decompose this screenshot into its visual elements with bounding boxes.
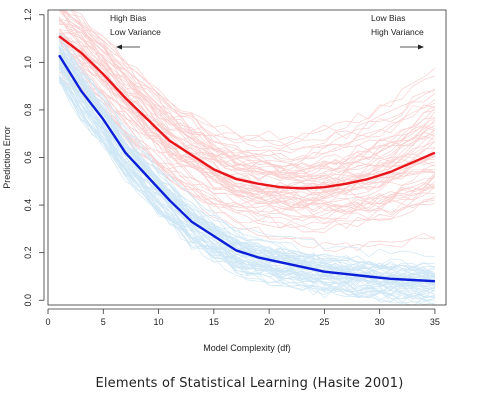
y-tick-label: 0.6: [23, 151, 33, 164]
realization-line: [58, 40, 436, 209]
realization-line: [58, 54, 436, 299]
realization-line: [58, 35, 436, 209]
x-axis-label: Model Complexity (df): [203, 343, 291, 353]
realization-line: [58, 16, 436, 173]
realization-line: [58, 81, 435, 305]
left-arrow-icon: [116, 44, 122, 50]
realization-line: [58, 39, 436, 178]
y-tick-label: 1.2: [23, 9, 33, 22]
x-tick-label: 35: [430, 317, 440, 327]
x-tick-label: 25: [319, 317, 329, 327]
realization-line: [58, 32, 436, 279]
high-bias-label: High Bias: [110, 13, 146, 23]
x-axis: 0 5 10 15 20 25 30 35: [45, 308, 440, 327]
right-arrow-icon: [418, 44, 424, 50]
x-tick-label: 5: [101, 317, 106, 327]
realization-line: [72, 10, 436, 141]
y-tick-label: 0.0: [23, 294, 33, 307]
y-tick-label: 0.4: [23, 199, 33, 212]
realization-line: [58, 22, 435, 205]
plot-frame: [47, 9, 447, 306]
realization-line: [58, 47, 436, 287]
high-variance-label: High Variance: [371, 27, 424, 37]
realization-line: [63, 10, 435, 186]
low-variance-label: Low Variance: [110, 27, 161, 37]
y-axis-label: Prediction Error: [2, 126, 12, 189]
realization-line: [58, 36, 436, 273]
realization-line: [58, 20, 435, 158]
realization-line: [58, 49, 435, 213]
realization-line: [58, 32, 436, 276]
x-tick-label: 30: [375, 317, 385, 327]
x-tick-label: 15: [209, 317, 219, 327]
test-error-line: [58, 35, 436, 190]
realization-line: [58, 47, 436, 203]
y-tick-label: 1.0: [23, 56, 33, 69]
realization-line: [70, 10, 436, 150]
x-tick-label: 10: [154, 317, 164, 327]
low-bias-label: Low Bias: [371, 13, 406, 23]
realization-line: [58, 78, 435, 288]
x-tick-label: 0: [45, 317, 50, 327]
realization-line: [58, 58, 436, 204]
realization-line: [58, 80, 436, 285]
realization-line: [58, 57, 436, 219]
realization-line: [58, 66, 435, 278]
realization-line: [58, 78, 436, 304]
y-axis: 0.0 0.2 0.4 0.6 0.8 1.0 1.2: [23, 9, 45, 307]
figure-caption: Elements of Statistical Learning (Hasite…: [95, 376, 404, 391]
realization-line: [58, 34, 435, 258]
annotations: High Bias Low Variance Low Bias High Varian…: [110, 13, 424, 50]
y-tick-label: 0.2: [23, 246, 33, 259]
realization-line: [58, 40, 436, 201]
realization-line: [58, 10, 435, 180]
prediction-error-chart: 0 5 10 15 20 25 30 35 0.0 0.2 0.4 0.6 0.8 1.0 1.2 Mod…: [2, 9, 447, 353]
x-tick-label: 20: [264, 317, 274, 327]
realization-line: [59, 21, 435, 182]
realization-line: [58, 48, 435, 278]
realization-line: [58, 79, 435, 303]
realization-line: [58, 80, 435, 305]
realization-line: [58, 65, 435, 304]
realization-line: [58, 53, 436, 274]
realization-line: [59, 71, 435, 252]
realization-line: [58, 77, 436, 289]
realization-line: [58, 71, 436, 221]
realization-line: [59, 32, 436, 195]
realization-line: [61, 10, 436, 162]
realization-line: [63, 10, 436, 147]
realization-line: [59, 32, 435, 216]
realization-line: [58, 16, 436, 175]
realization-line: [60, 10, 436, 170]
realization-line: [58, 68, 436, 300]
background-realizations: [58, 10, 436, 305]
realization-line: [69, 10, 435, 172]
realization-line: [58, 45, 435, 280]
y-tick-label: 0.8: [23, 104, 33, 117]
plot-area: [58, 10, 436, 305]
training-error-line: [58, 54, 435, 283]
realization-line: [59, 76, 436, 231]
